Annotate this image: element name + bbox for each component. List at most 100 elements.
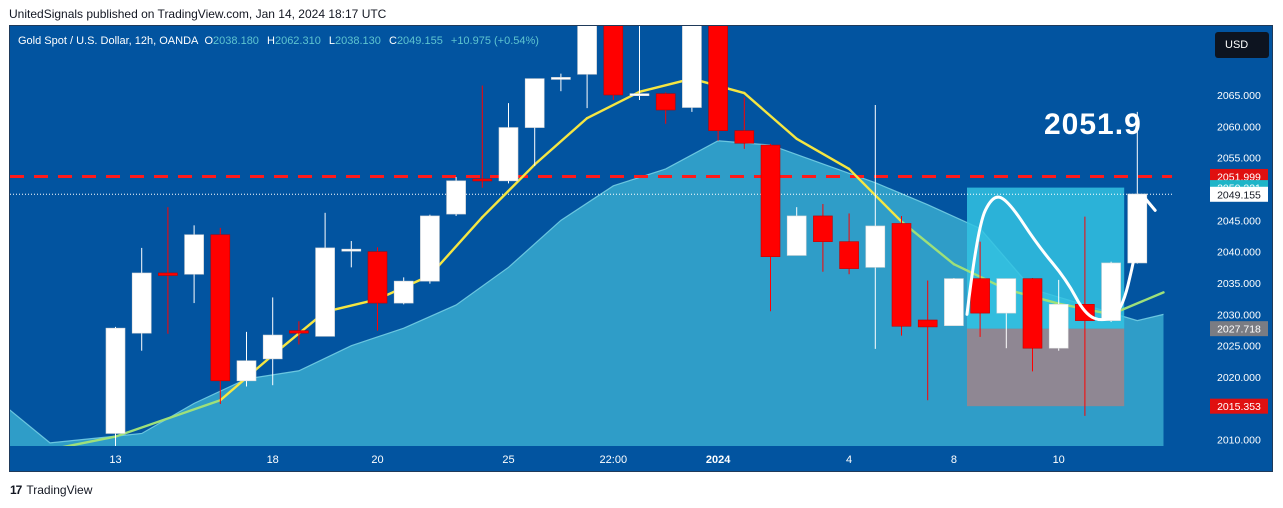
candle: [184, 225, 204, 304]
open-value: 2038.180: [213, 35, 259, 47]
price-label-box: [1210, 186, 1268, 202]
price-label-text: 2015.353: [1217, 401, 1261, 413]
candle: [760, 143, 781, 312]
candle-body-up: [315, 247, 335, 337]
candle: [1101, 261, 1121, 322]
candle: [839, 213, 859, 275]
candle: [891, 215, 912, 336]
candle: [996, 278, 1017, 349]
candle-body-down: [708, 26, 728, 131]
candle: [786, 207, 807, 256]
price-chart[interactable]: 2065.000 2060.000 2055.000 2045.000 2040.000…: [10, 26, 1272, 471]
symbol-title[interactable]: Gold Spot / U.S. Dollar, 12h, OANDA: [18, 35, 199, 47]
low-value: 2038.130: [335, 35, 381, 47]
y-tick-label: 2010.000: [1217, 435, 1261, 447]
candle-body-up: [577, 26, 597, 75]
brand-name[interactable]: TradingView: [26, 483, 93, 497]
y-tick-label: 2055.000: [1217, 153, 1261, 165]
candle: [498, 103, 519, 184]
y-tick-label: 2035.000: [1217, 278, 1261, 290]
price-label: 2027.718: [1210, 321, 1268, 337]
symbol-legend: Gold Spot / U.S. Dollar, 12h, OANDA O203…: [18, 35, 539, 47]
x-tick-label: 4: [846, 454, 852, 466]
candle: [262, 297, 283, 386]
candle-body-up: [551, 77, 571, 80]
zones-layer: [967, 187, 1125, 407]
close-value: 2049.155: [396, 35, 443, 47]
candle: [813, 204, 833, 272]
price-label: 2015.353: [1210, 398, 1268, 414]
x-tick-label: 18: [267, 454, 279, 466]
footer: 17 TradingView: [10, 483, 92, 497]
candle: [446, 177, 466, 216]
candle-body-up: [1048, 304, 1069, 349]
projection-arrowhead: [1129, 196, 1157, 212]
candle: [105, 326, 126, 453]
candle-body-down: [603, 26, 624, 96]
candle: [1048, 279, 1069, 351]
candle-body-up: [524, 78, 545, 128]
target-zone: [967, 187, 1125, 329]
candle-body-up: [682, 26, 702, 108]
candle-body-up: [105, 327, 126, 434]
candle-body-up: [446, 180, 466, 215]
candle-body-up: [1101, 262, 1121, 321]
y-tick-label: 2060.000: [1217, 121, 1261, 133]
fast-ma-segment: [481, 163, 536, 219]
candle: [682, 26, 702, 112]
y-tick-label: 2025.000: [1217, 341, 1261, 353]
candle: [629, 26, 650, 100]
x-tick-label: 8: [951, 454, 957, 466]
close-label: C: [388, 35, 397, 47]
candle: [524, 78, 545, 166]
x-tick-label: 2024: [706, 454, 731, 466]
attribution-text: UnitedSignals published on TradingView.c…: [9, 7, 387, 21]
candle-body-up: [786, 215, 807, 256]
candle-body-up: [498, 127, 519, 182]
x-tick-label: 10: [1053, 454, 1065, 466]
candle: [131, 247, 152, 351]
price-label: 2049.155: [1210, 186, 1268, 202]
tradingview-logo-icon[interactable]: 17: [10, 483, 22, 497]
low-label: L: [328, 35, 336, 47]
y-axis-layer: 2065.000 2060.000 2055.000 2045.000 2040.000…: [1217, 90, 1261, 447]
candle: [734, 97, 755, 149]
time-axis-panel[interactable]: [10, 446, 1272, 471]
candle-body-up: [184, 234, 204, 275]
candle-body-down: [1022, 278, 1043, 349]
candle: [472, 85, 493, 188]
candle: [551, 73, 571, 92]
open-label: O: [204, 35, 214, 47]
fast-ma-segment: [743, 91, 798, 141]
price-label-box: [1210, 398, 1268, 414]
chart-panel[interactable]: 2065.000 2060.000 2055.000 2045.000 2040.000…: [9, 25, 1273, 472]
fast-ma-segment: [795, 137, 851, 171]
price-label-text: 2027.718: [1217, 324, 1261, 336]
candle-body-down: [210, 234, 231, 382]
candle-body-up: [236, 360, 257, 382]
candle-body-up: [131, 272, 152, 334]
candle-body-down: [158, 272, 178, 276]
y-tick-label: 2065.000: [1217, 90, 1261, 102]
candle-body-down: [760, 144, 781, 257]
candle-body-up: [341, 248, 362, 252]
stop-zone: [967, 328, 1125, 407]
change-value: +10.975 (+0.54%): [450, 35, 539, 47]
candle-body-down: [734, 130, 755, 144]
candle-body-down: [367, 251, 388, 304]
price-label-text: 2049.155: [1217, 189, 1261, 201]
candle-body-down: [970, 278, 990, 314]
x-tick-label: 20: [371, 454, 383, 466]
candle: [367, 247, 388, 331]
candle-body-down: [891, 223, 912, 327]
price-axis-panel[interactable]: [1172, 26, 1272, 471]
price-label-box: [1210, 321, 1268, 337]
fast-ma-segment: [585, 90, 641, 120]
candle-body-up: [865, 225, 886, 268]
currency-button[interactable]: USD: [1215, 32, 1269, 58]
high-value: 2062.310: [274, 35, 321, 47]
candle: [708, 26, 728, 141]
y-tick-label: 2020.000: [1217, 372, 1261, 384]
candle-body-up: [629, 93, 650, 97]
